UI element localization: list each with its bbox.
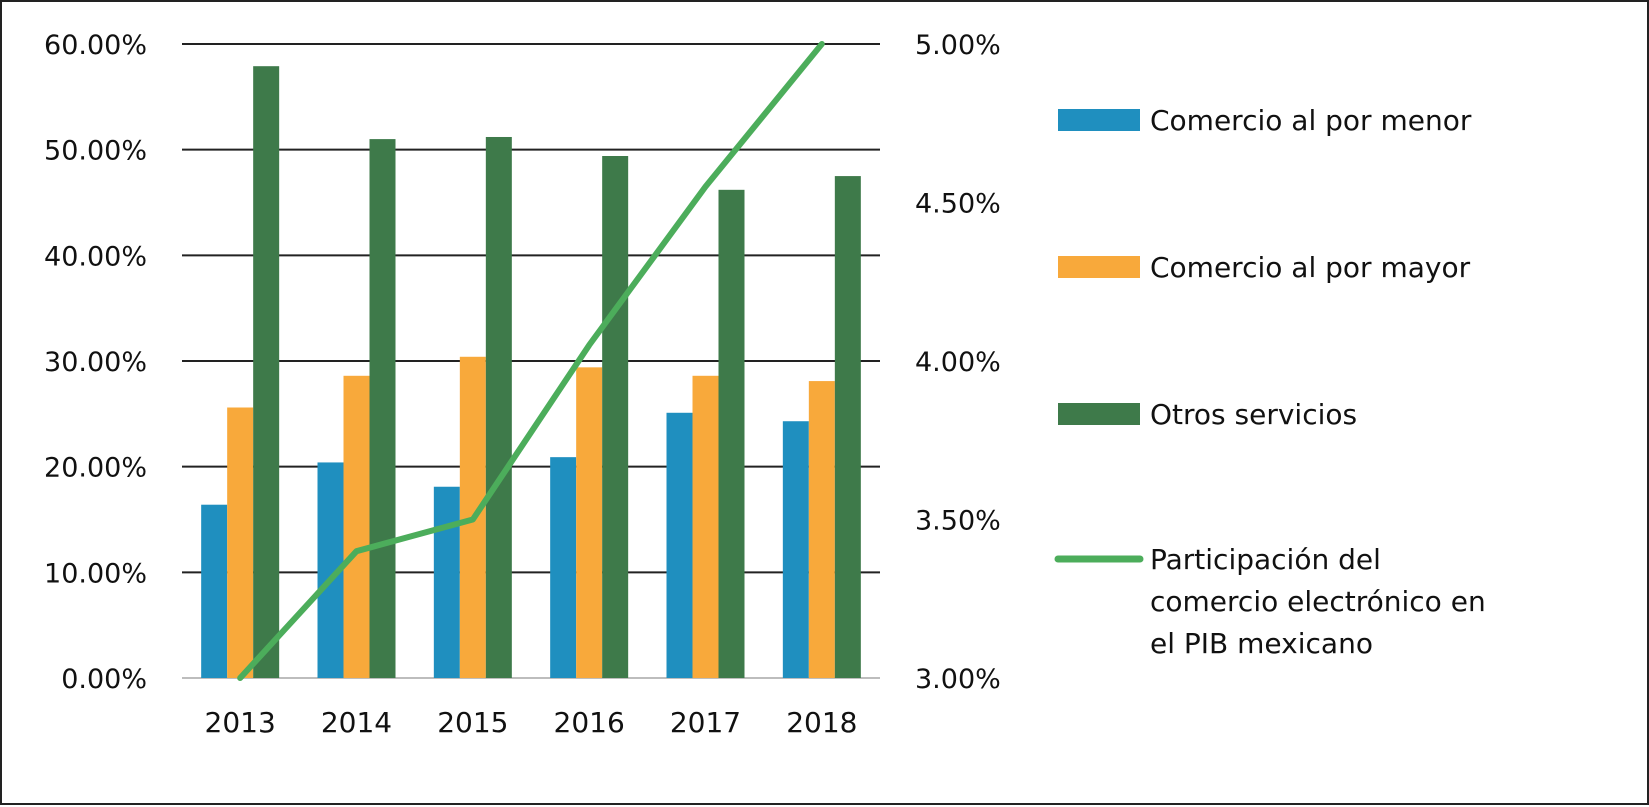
- bar: [369, 139, 396, 679]
- y-tick-label: 30.00%: [44, 347, 147, 378]
- y-axis-left: 0.00% 10.00% 20.00% 30.00% 40.00% 50.00% 60.00…: [44, 30, 147, 695]
- bar: [227, 407, 254, 678]
- bar: [343, 375, 370, 678]
- bar: [433, 486, 460, 678]
- bar: [576, 367, 603, 678]
- bar: [253, 66, 280, 678]
- x-tick-label: 2017: [670, 706, 741, 739]
- legend-label: Comercio al por mayor: [1150, 251, 1471, 284]
- line-point: [239, 677, 241, 679]
- bar: [602, 156, 629, 679]
- legend-swatch: [1058, 256, 1140, 278]
- y2-tick-label: 5.00%: [915, 30, 1001, 61]
- bar: [550, 457, 577, 678]
- line-point: [821, 43, 823, 45]
- y2-tick-label: 4.50%: [915, 189, 1001, 220]
- bar: [692, 375, 719, 678]
- y-axis-right: 3.00% 3.50% 4.00% 4.50% 5.00%: [915, 30, 1001, 695]
- y-tick-label: 0.00%: [61, 664, 147, 695]
- line-series: [237, 41, 825, 681]
- y-tick-label: 40.00%: [44, 241, 147, 272]
- x-axis: 2013 2014 2015 2016 2017 2018: [205, 706, 858, 739]
- gridlines: [182, 43, 880, 679]
- legend-label: Comercio al por menor: [1150, 104, 1472, 137]
- legend: Comercio al por menor Comercio al por may…: [1054, 104, 1486, 660]
- line-point: [356, 550, 357, 552]
- line-point: [705, 186, 706, 188]
- line-point: [588, 344, 590, 346]
- legend-label: Otros servicios: [1150, 398, 1357, 431]
- bars: [201, 66, 861, 679]
- y-tick-label: 50.00%: [44, 136, 147, 167]
- x-tick-label: 2018: [786, 706, 857, 739]
- bar: [808, 381, 835, 678]
- y-tick-label: 60.00%: [44, 30, 147, 61]
- legend-swatch: [1058, 403, 1140, 425]
- bar: [666, 412, 693, 678]
- bar: [834, 176, 861, 679]
- y-tick-label: 10.00%: [44, 558, 147, 589]
- y2-tick-label: 3.00%: [915, 664, 1001, 695]
- line-point: [472, 519, 474, 520]
- x-tick-label: 2016: [554, 706, 625, 739]
- legend-label: comercio electrónico en: [1150, 585, 1486, 618]
- y2-tick-label: 4.00%: [915, 347, 1001, 378]
- legend-swatch: [1058, 109, 1140, 131]
- bar: [485, 136, 512, 678]
- x-tick-label: 2014: [321, 706, 392, 739]
- y2-tick-label: 3.50%: [915, 506, 1001, 537]
- x-tick-label: 2013: [205, 706, 276, 739]
- legend-label: el PIB mexicano: [1150, 627, 1373, 660]
- bar: [201, 504, 228, 678]
- x-tick-label: 2015: [437, 706, 508, 739]
- bar: [718, 189, 745, 678]
- y-tick-label: 20.00%: [44, 453, 147, 484]
- bar: [782, 421, 809, 678]
- legend-label: Participación del: [1150, 543, 1381, 576]
- series-line: [237, 41, 825, 681]
